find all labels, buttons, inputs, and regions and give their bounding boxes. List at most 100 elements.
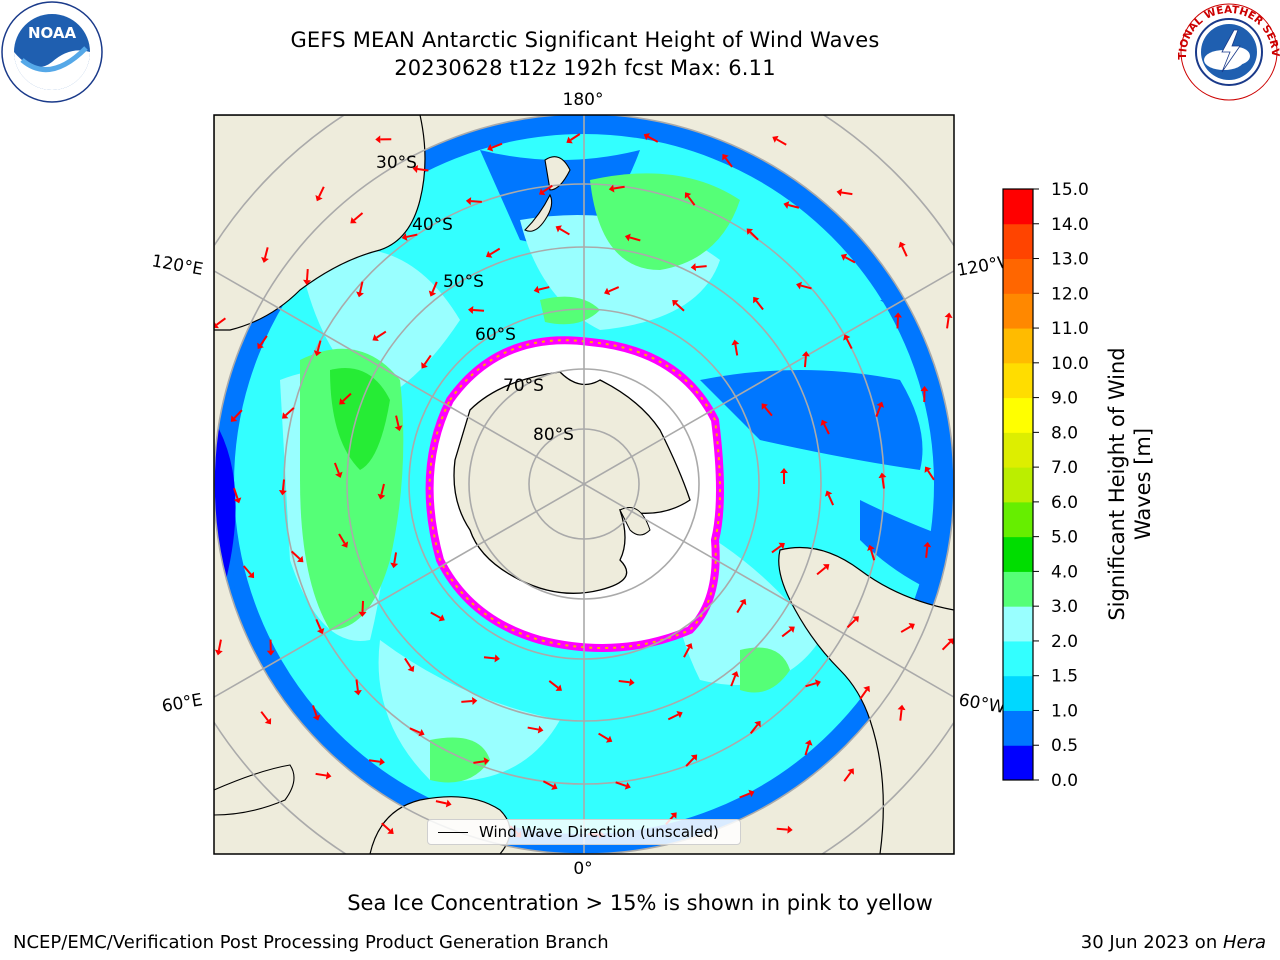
wind-arrow-head [778,542,785,550]
wind-arrow-shaft [900,625,912,633]
wind-arrow-shaft [489,247,501,256]
wind-arrow-head [893,312,902,318]
chart-title: GEFS MEAN Antarctic Significant Height o… [290,28,880,52]
wind-arrow-shaft [404,657,412,669]
wind-arrow-shaft [423,354,432,366]
wind-arrow-head [312,714,321,721]
wind-arrow-shaft [435,800,447,805]
colorbar-tick-label: 10.0 [1051,354,1089,374]
wind-arrow-shaft [739,792,751,799]
wind-arrow-shaft [318,186,325,198]
wind-arrow-head [920,386,929,392]
wind-arrow-shaft [491,142,503,149]
wind-arrow-shaft [259,335,268,346]
wind-arrow-head [465,197,472,206]
wind-arrow-shaft [217,639,222,651]
wind-arrow-shaft [771,545,782,554]
colorbar-tick-label: 8.0 [1051,423,1078,443]
colorbar-swatch [1003,606,1033,642]
wind-arrow-head [878,472,887,479]
wind-arrow-shaft [470,200,482,203]
colorbar-swatch [1003,189,1033,225]
wind-arrow-shaft [598,732,609,741]
colorbar-swatch [1003,710,1033,746]
wind-arrow-shaft [406,233,418,238]
madagascar [214,764,295,816]
wind-arrow-shaft [615,781,627,787]
wind-arrow-head [876,401,885,408]
wind-arrow-shaft [233,409,243,419]
wind-arrow-shaft [800,284,812,290]
wind-arrow-head [690,263,697,272]
colorbar-tick-label: 15.0 [1051,180,1089,200]
wind-arrow-head [898,241,906,249]
wind-arrow-shaft [629,236,641,242]
wind-arrow-head [261,257,269,263]
wind-arrow-shaft [542,184,553,193]
colorbar-tick-label: 11.0 [1051,319,1089,339]
colorbar-tick-label: 2.0 [1051,632,1078,652]
wind-arrow-head [483,757,490,766]
wind-arrow-head [297,555,304,563]
wind-arrow-shaft [925,546,929,558]
wind-arrow-head [266,650,275,656]
colorbar-swatch [1003,571,1033,607]
colorbar: 0.0 0.5 1.0 1.5 2.0 3.0 4.0 5.0 6.0 7.0 8.0 9.0 10.0… [1003,180,1089,791]
wind-arrow-shaft [315,772,327,777]
wind-arrow-head [257,342,264,350]
wind-arrow-shaft [941,641,952,651]
wind-arrow-head [350,217,357,224]
wind-arrow-shaft [805,682,817,688]
wind-arrow-shaft [312,705,318,717]
wind-arrow-shaft [538,286,550,291]
lat-label-30s: 30°S [376,153,417,173]
wind-arrow-head [428,290,437,297]
wind-arrow-head [908,623,915,630]
wind-arrow-head [836,188,843,197]
wind-arrow-shaft [376,330,387,339]
footer-host: Hera [1222,932,1266,953]
wind-arrow-head [555,225,562,233]
lat-label-60s: 60°S [475,325,516,345]
wind-arrow-shaft [527,726,539,731]
wind-arrow-shaft [843,771,852,782]
colorbar-swatch [1003,432,1033,468]
wind-arrow-head [418,728,425,737]
wind-arrow-head [230,415,238,422]
wind-arrow-head [685,643,693,650]
wind-arrow-shaft [946,317,950,329]
wind-arrow-head [822,564,830,571]
wind-arrow-head [264,717,272,725]
wind-arrow-shaft [542,780,554,788]
wind-arrow-shaft [233,487,239,499]
wind-arrow-shaft [764,406,773,417]
wind-arrow-head [438,614,445,622]
footer-credit: NCEP/EMC/Verification Post Processing Pr… [13,932,609,953]
chart-subtitle: 20230628 t12z 192h fcst Max: 6.11 [394,56,776,80]
wind-arrow-shaft [899,709,903,721]
wind-arrow-shaft [381,822,391,832]
wind-arrow-head [605,735,613,743]
wind-arrow-head [624,782,631,790]
wind-arrow-head [487,143,494,152]
wind-arrow-head [358,611,367,617]
wind-arrow-shaft [242,565,252,576]
wind-arrow-shaft [473,760,485,764]
wind-arrow-head [538,188,546,196]
wind-arrow-shaft [841,191,853,196]
lon-label-120e: 120°E [150,251,204,280]
wind-arrow-head [485,250,493,258]
wind-arrow-head [356,291,364,298]
colorbar-tick-label: 6.0 [1051,493,1078,513]
colorbar-tick-label: 5.0 [1051,528,1078,548]
wind-arrow-shaft [687,195,696,206]
wind-arrow-head [788,626,795,633]
wind-arrow-shaft [901,245,908,257]
wind-arrow-head [731,671,739,678]
wind-arrow-shaft [803,356,807,368]
wind-arrow-head [722,154,729,161]
wind-arrow-head [944,312,953,319]
wind-arrow-shaft [881,477,885,489]
wind-arrow-head [315,194,323,202]
wind-arrow-head [852,616,859,623]
